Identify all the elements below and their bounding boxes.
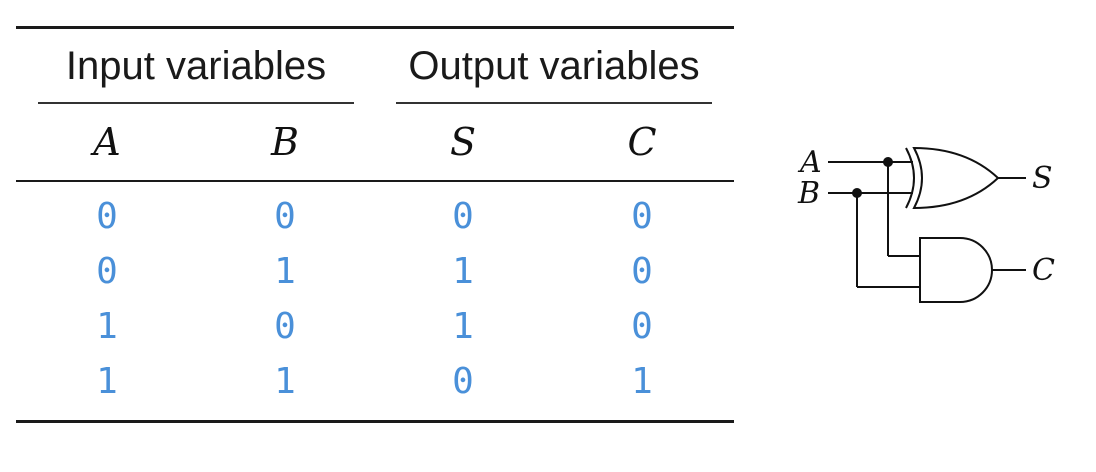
table-bottom-rule (16, 420, 734, 423)
and-gate (919, 237, 993, 303)
table-cell: 0 (631, 196, 653, 237)
table-cell: 0 (452, 361, 474, 402)
half-adder-circuit: A B S C (797, 145, 1055, 303)
output-group-underline (396, 102, 712, 104)
column-header-b: B (271, 120, 299, 164)
table-cell: 0 (274, 196, 296, 237)
table-cell: 1 (96, 361, 118, 402)
table-top-rule (16, 26, 734, 29)
output-label-c: C (1032, 253, 1055, 288)
junction-dot-a (883, 157, 893, 167)
table-cell: 1 (96, 306, 118, 347)
input-label-a: A (797, 145, 822, 180)
input-group-underline (38, 102, 354, 104)
column-header-s: S (449, 120, 477, 164)
input-label-b: B (797, 176, 820, 211)
input-variables-heading: Input variables (65, 44, 327, 88)
table-cell: 1 (274, 251, 296, 292)
table-cell: 0 (452, 196, 474, 237)
circuit-wires (828, 161, 1026, 288)
column-header-c: C (627, 120, 657, 164)
table-cell: 1 (274, 361, 296, 402)
table-cell: 0 (631, 306, 653, 347)
table-cell: 1 (631, 361, 653, 402)
table-cell: 0 (631, 251, 653, 292)
table-cell: 1 (452, 251, 474, 292)
junction-dot-b (852, 188, 862, 198)
table-header-rule (16, 180, 734, 182)
output-variables-heading: Output variables (408, 44, 700, 88)
table-cell: 0 (274, 306, 296, 347)
xor-gate (905, 146, 1000, 210)
output-label-s: S (1032, 161, 1053, 196)
column-header-a: A (93, 120, 121, 164)
table-cell: 0 (96, 251, 118, 292)
table-cell: 1 (452, 306, 474, 347)
table-cell: 0 (96, 196, 118, 237)
